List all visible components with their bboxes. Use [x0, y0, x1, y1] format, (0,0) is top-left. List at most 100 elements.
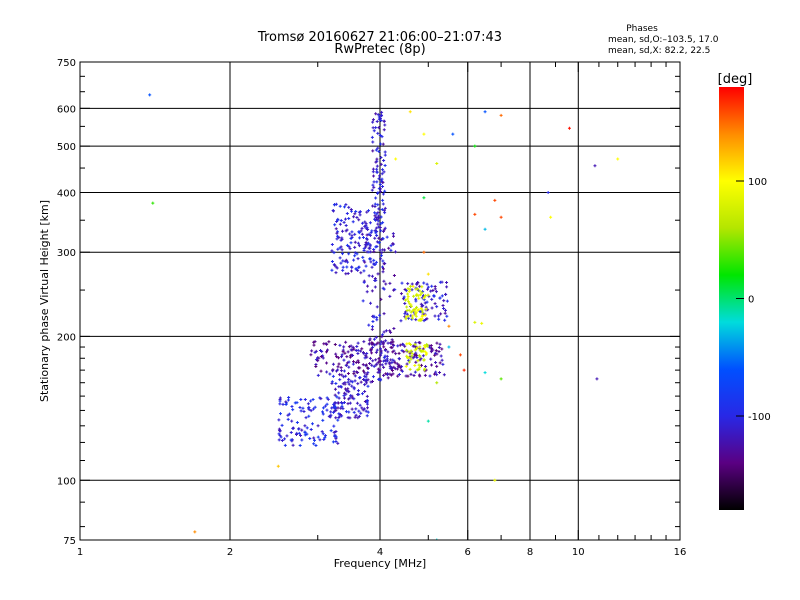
- data-point: [295, 431, 299, 435]
- data-point: [378, 182, 382, 186]
- data-point: [362, 280, 366, 284]
- data-point: [350, 234, 354, 238]
- data-point: [362, 407, 366, 411]
- data-point: [473, 320, 477, 324]
- data-point: [391, 340, 395, 344]
- data-point: [336, 401, 340, 405]
- data-point: [402, 350, 406, 354]
- data-point: [370, 363, 374, 367]
- data-point: [442, 373, 446, 377]
- data-point: [379, 349, 383, 353]
- data-point: [353, 245, 357, 249]
- data-point: [373, 202, 377, 206]
- data-point: [375, 217, 379, 221]
- data-point: [433, 372, 437, 376]
- data-point: [386, 350, 390, 354]
- data-point: [458, 353, 462, 357]
- data-point: [328, 372, 332, 376]
- data-point: [379, 190, 383, 194]
- data-point: [382, 229, 386, 233]
- data-point: [372, 337, 376, 341]
- chart-title: Tromsø 20160627 21:06:00–21:07:43: [257, 30, 502, 45]
- x-tick-label: 8: [527, 547, 533, 558]
- data-point: [300, 428, 304, 432]
- data-point: [405, 362, 409, 366]
- data-point: [338, 343, 342, 347]
- data-point: [423, 313, 427, 317]
- data-point: [363, 220, 367, 224]
- data-point: [388, 361, 392, 365]
- data-point: [349, 241, 353, 245]
- data-point: [344, 374, 348, 378]
- data-point: [425, 317, 429, 321]
- data-point: [351, 220, 355, 224]
- data-point: [344, 224, 348, 228]
- data-point: [333, 400, 337, 404]
- data-point: [374, 160, 378, 164]
- data-point: [330, 243, 334, 247]
- data-point: [372, 174, 376, 178]
- data-point: [394, 250, 398, 254]
- data-point: [392, 288, 396, 292]
- data-point: [332, 424, 336, 428]
- data-point: [379, 187, 383, 191]
- data-point: [392, 327, 396, 331]
- data-point: [363, 383, 367, 387]
- data-point: [483, 110, 487, 114]
- data-point: [425, 282, 429, 286]
- data-point: [381, 185, 385, 189]
- data-point: [313, 405, 317, 409]
- data-point: [355, 252, 359, 256]
- data-point: [447, 324, 451, 328]
- data-point: [334, 382, 338, 386]
- data-point: [371, 118, 375, 122]
- data-point: [389, 341, 393, 345]
- data-point: [499, 113, 503, 117]
- data-point: [365, 243, 369, 247]
- data-point: [344, 340, 348, 344]
- data-point: [371, 120, 375, 124]
- data-point: [336, 406, 340, 410]
- data-point: [438, 370, 442, 374]
- data-point: [417, 341, 421, 345]
- data-point: [379, 113, 383, 117]
- data-point: [365, 290, 369, 294]
- data-point: [360, 347, 364, 351]
- data-point: [389, 373, 393, 377]
- data-point: [295, 401, 299, 405]
- data-point: [379, 347, 383, 351]
- data-point: [355, 215, 359, 219]
- y-axis: 75 100 200 300 400 500 600 750: [57, 58, 680, 547]
- data-point: [567, 126, 571, 130]
- data-point: [405, 305, 409, 309]
- data-point: [430, 284, 434, 288]
- data-point: [320, 349, 324, 353]
- data-point: [433, 302, 437, 306]
- data-point: [379, 155, 383, 159]
- data-point: [378, 248, 382, 252]
- data-point: [367, 323, 371, 327]
- data-point: [345, 355, 349, 359]
- data-point: [383, 248, 387, 252]
- data-point: [301, 406, 305, 410]
- data-point: [337, 412, 341, 416]
- data-point: [365, 372, 369, 376]
- data-point: [322, 438, 326, 442]
- data-point: [387, 246, 391, 250]
- data-point: [376, 272, 380, 276]
- data-point: [429, 357, 433, 361]
- stats-o-mode: mean, sd,O:–103.5, 17.0: [608, 35, 719, 45]
- data-point: [444, 292, 448, 296]
- data-point: [380, 207, 384, 211]
- data-point: [396, 374, 400, 378]
- data-point: [374, 196, 378, 200]
- data-point: [347, 382, 351, 386]
- data-point: [367, 232, 371, 236]
- data-point: [445, 299, 449, 303]
- data-point: [379, 229, 383, 233]
- data-point: [410, 354, 414, 358]
- data-point: [414, 360, 418, 364]
- data-point: [309, 399, 313, 403]
- data-points: [148, 93, 620, 540]
- data-point: [425, 300, 429, 304]
